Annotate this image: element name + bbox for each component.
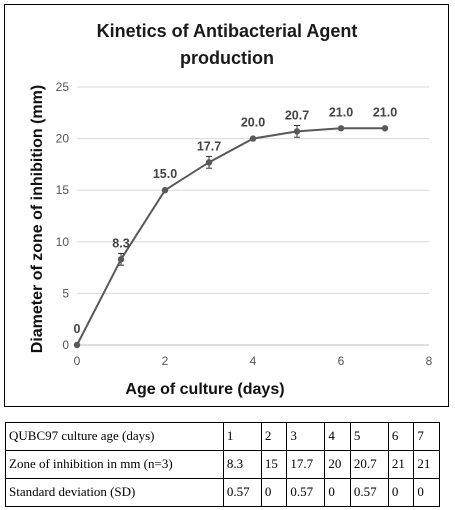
data-label: 0: [74, 322, 81, 336]
data-label: 21.0: [329, 105, 353, 119]
table-cell: 5: [349, 422, 389, 451]
table-row-header: QUBC97 culture age (days): [5, 422, 224, 451]
data-point: [249, 135, 257, 142]
chart: Kinetics of Antibacterial Agent producti…: [29, 21, 433, 398]
table-row-header: Standard deviation (SD): [5, 478, 224, 507]
data-label: 21.0: [373, 105, 397, 119]
data-labels: 0 8.3 15.0 17.7 20.0 20.7 21.0 21.0: [74, 105, 398, 336]
table-cell: 21: [413, 450, 440, 479]
gridlines: [77, 86, 429, 294]
table-cell: 20.7: [349, 450, 389, 479]
y-tick-label: 15: [56, 183, 70, 197]
table-row: QUBC97 culture age (days) 1 2 3 4 5 6 7: [5, 422, 440, 451]
x-tick-label: 6: [338, 354, 345, 368]
data-point: [337, 125, 345, 132]
table-row-header: Zone of inhibition in mm (n=3): [5, 450, 224, 479]
table-cell: 21: [387, 450, 415, 479]
table-cell: 6: [387, 422, 415, 451]
table-cell: 0: [413, 478, 440, 507]
series: [73, 124, 389, 349]
x-tick-label: 4: [250, 354, 257, 368]
data-label: 8.3: [112, 236, 129, 250]
data-table: QUBC97 culture age (days) 1 2 3 4 5 6 7 Zone of …: [5, 422, 440, 507]
table-cell: 20: [324, 450, 351, 479]
chart-frame: Kinetics of Antibacterial Agent producti…: [4, 4, 449, 407]
table-cell: 0.57: [222, 478, 262, 507]
table-cell: 7: [413, 422, 440, 451]
data-point: [293, 128, 301, 135]
x-tick-label: 0: [74, 354, 81, 368]
y-tick-label: 25: [56, 80, 70, 94]
x-tick-label: 2: [162, 354, 169, 368]
series-line: [76, 127, 385, 346]
table-cell: 2: [260, 422, 288, 451]
table-cell: 1: [222, 422, 262, 451]
y-tick-label: 20: [56, 132, 70, 146]
x-axis-title: Age of culture (days): [125, 381, 284, 398]
table-cell: 8.3: [222, 450, 262, 479]
data-point: [205, 159, 213, 166]
data-point: [117, 256, 125, 263]
table-cell: 0: [260, 478, 288, 507]
tick-labels: 0 5 10 15 20 25 0 2 4 6 8: [56, 80, 433, 368]
table-cell: 17.7: [286, 450, 326, 479]
table-cell: 0.57: [349, 478, 389, 507]
x-tick-label: 8: [426, 354, 433, 368]
data-label: 20.7: [285, 108, 309, 122]
data-label: 17.7: [197, 139, 221, 153]
table-row: Zone of inhibition in mm (n=3) 8.3 15 17.7 2…: [5, 450, 440, 479]
chart-title-line-2: production: [180, 48, 274, 68]
data-label: 20.0: [241, 116, 265, 130]
table-cell: 15: [260, 450, 288, 479]
data-point: [73, 341, 81, 349]
table-cell: 4: [324, 422, 351, 451]
table-cell: 0: [387, 478, 415, 507]
y-axis-title: Diameter of zone of inhibition (mm): [29, 85, 46, 353]
table-cell: 3: [286, 422, 326, 451]
y-tick-label: 5: [62, 286, 69, 300]
table-row: Standard deviation (SD) 0.57 0 0.57 0 0.57 0 0: [5, 478, 440, 507]
table-cell: 0.57: [286, 478, 326, 507]
data-point: [161, 187, 169, 194]
data-point: [381, 125, 389, 132]
y-tick-label: 10: [56, 235, 70, 249]
data-label: 15.0: [153, 167, 177, 181]
table-cell: 0: [324, 478, 351, 507]
y-tick-label: 0: [62, 338, 69, 352]
chart-title-line-1: Kinetics of Antibacterial Agent: [97, 21, 358, 41]
